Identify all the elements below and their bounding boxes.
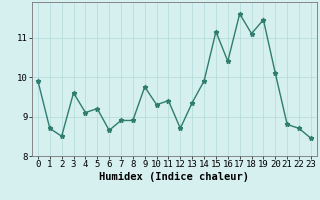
X-axis label: Humidex (Indice chaleur): Humidex (Indice chaleur) — [100, 172, 249, 182]
